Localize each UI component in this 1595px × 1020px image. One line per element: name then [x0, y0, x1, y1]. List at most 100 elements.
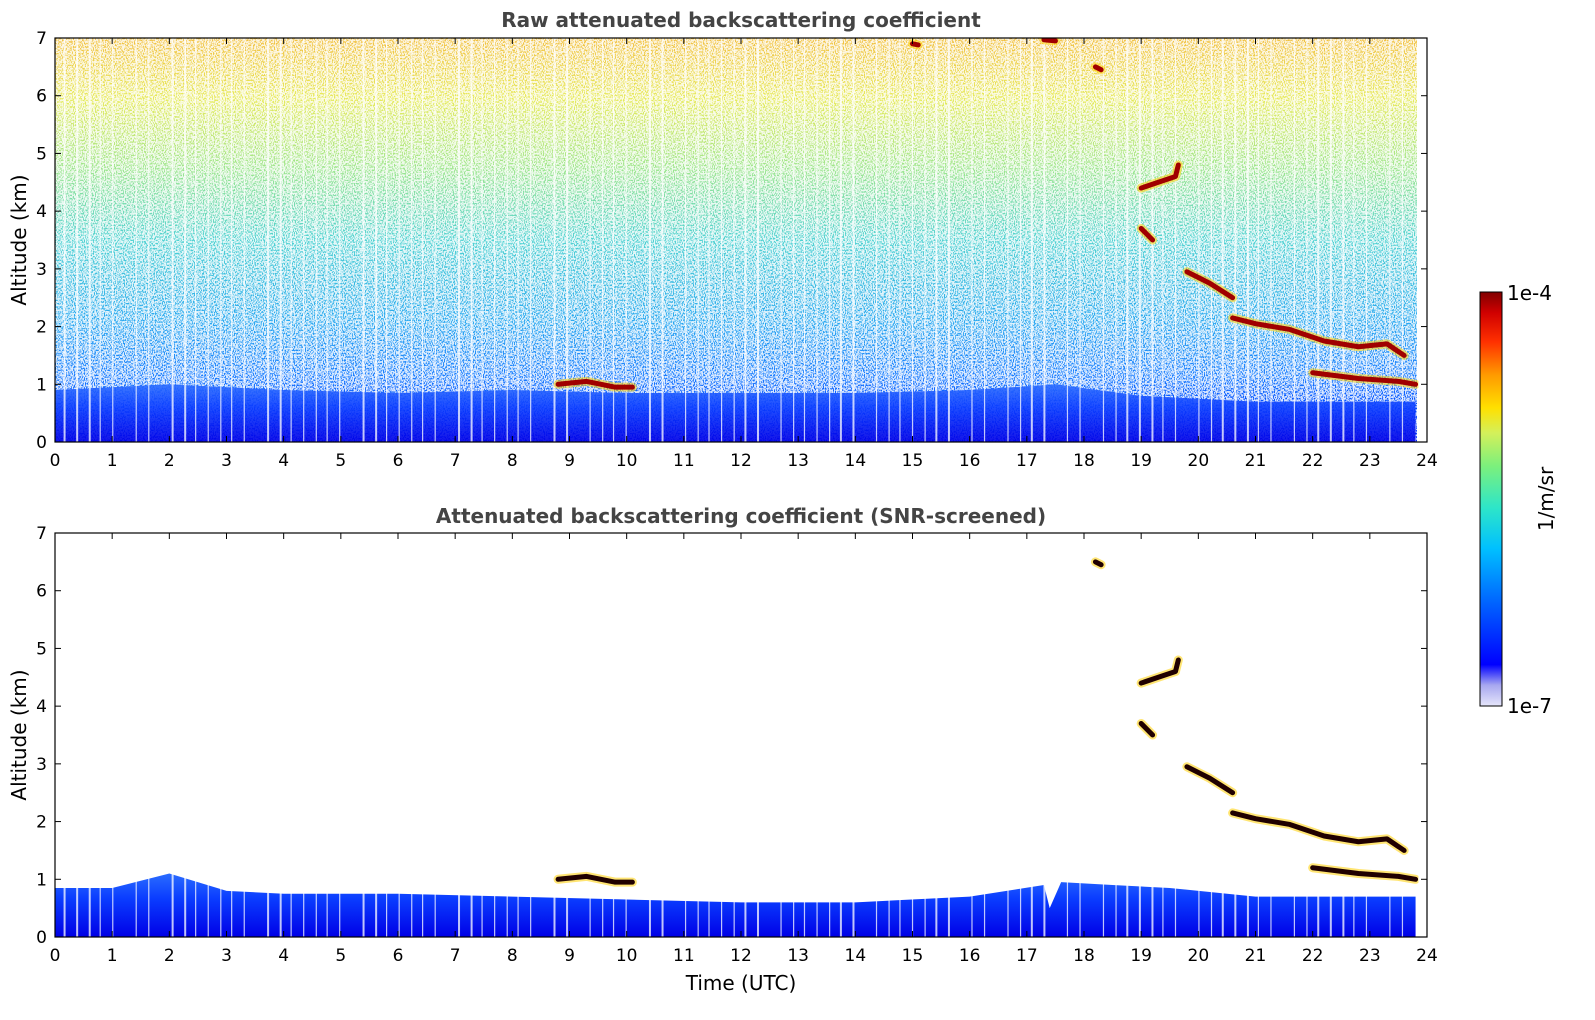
- data-gap-streak: [1019, 533, 1022, 937]
- x-axis: 0 1 2 3 4 5 6 7 8 9 10 11 12 13 14 15 16 17 18 19 20 21 22 23 24: [50, 38, 1438, 471]
- y-tick-label: 2: [36, 813, 47, 833]
- data-gap-streak: [625, 533, 627, 937]
- x-tick-label: 20: [1188, 451, 1210, 471]
- data-gap-streak: [434, 38, 436, 442]
- data-gap-streak: [315, 38, 317, 442]
- data-gap-streak: [506, 38, 508, 442]
- data-gap-streak: [1007, 533, 1009, 937]
- x-tick-label: 16: [959, 451, 981, 471]
- y-tick-label: 0: [36, 928, 47, 948]
- x-tick-label: 20: [1188, 946, 1210, 966]
- data-gap-streak: [803, 533, 806, 937]
- x-tick-label: 10: [616, 946, 638, 966]
- boundary-layer: [55, 384, 1416, 442]
- data-gap-streak: [220, 533, 222, 937]
- data-gap-streak: [1102, 38, 1105, 442]
- plot-area: [55, 38, 1427, 442]
- data-gap-streak: [1019, 38, 1022, 442]
- data-gap-streak: [589, 38, 591, 442]
- cloud-layer: [1230, 810, 1407, 853]
- data-gap-streak: [1246, 533, 1249, 937]
- data-gap-streak: [1234, 38, 1237, 442]
- data-gap-streak: [290, 533, 292, 937]
- data-gap-streak: [279, 38, 282, 442]
- x-tick-label: 1: [107, 946, 118, 966]
- chart-title: Raw attenuated backscattering coefficien…: [501, 8, 981, 32]
- data-gap-streak: [1317, 533, 1320, 937]
- snr-screened-panel: Attenuated backscattering coefficient (S…: [7, 504, 1438, 995]
- data-gap-streak: [243, 38, 245, 442]
- x-tick-label: 18: [1073, 946, 1095, 966]
- x-tick-label: 21: [1245, 946, 1267, 966]
- data-gap-streak: [207, 38, 209, 442]
- data-gap-streak: [135, 38, 137, 442]
- data-gap-streak: [947, 38, 950, 442]
- data-gap-streak: [935, 533, 938, 937]
- data-gap-streak: [375, 38, 378, 442]
- x-tick-label: 21: [1245, 451, 1267, 471]
- cloud-layer: [1138, 162, 1181, 191]
- data-gap-streak: [708, 38, 710, 442]
- data-gap-streak: [757, 533, 760, 937]
- data-gap-streak: [1353, 38, 1355, 442]
- data-gap-streak: [625, 38, 627, 442]
- x-tick-label: 7: [450, 451, 461, 471]
- x-tick-label: 24: [1416, 946, 1438, 966]
- noise-texture: [55, 38, 1417, 442]
- data-gap-streak: [803, 38, 806, 442]
- data-gap-streak: [517, 38, 519, 442]
- data-gap-streak: [1210, 38, 1213, 442]
- data-gap-streak: [1342, 38, 1345, 442]
- y-tick-label: 3: [36, 755, 47, 775]
- data-gap-streak: [231, 38, 233, 442]
- data-gap-streak: [1126, 533, 1129, 937]
- data-gap-streak: [1234, 533, 1237, 937]
- data-gap-streak: [385, 38, 388, 442]
- x-tick-label: 19: [1130, 946, 1152, 966]
- data-gap-streak: [315, 533, 317, 937]
- x-tick-label: 7: [450, 946, 461, 966]
- data-gap-streak: [506, 533, 508, 937]
- data-gap-streak: [470, 533, 473, 937]
- x-tick-label: 16: [959, 946, 981, 966]
- x-tick-label: 18: [1073, 451, 1095, 471]
- data-gap-streak: [744, 38, 747, 442]
- data-gap-streak: [422, 38, 424, 442]
- boundary-layer: [55, 873, 1416, 937]
- data-gap-streak: [112, 38, 114, 442]
- x-tick-label: 8: [507, 946, 518, 966]
- data-gap-streak: [733, 38, 735, 442]
- x-tick-label: 15: [902, 451, 924, 471]
- data-gap-streak: [279, 533, 282, 937]
- data-gap-streak: [1162, 38, 1164, 442]
- data-gap-streak: [566, 533, 569, 937]
- x-tick-label: 12: [730, 451, 752, 471]
- data-gap-streak: [76, 38, 79, 442]
- data-gap-streak: [1079, 38, 1081, 442]
- cloud-layer: [1138, 657, 1181, 686]
- cloud-layer: [1184, 269, 1236, 301]
- data-gap-streak: [411, 38, 413, 442]
- data-gap-streak: [697, 533, 699, 937]
- data-gap-streak: [362, 533, 365, 937]
- data-gap-streak: [326, 38, 328, 442]
- data-gap-streak: [888, 533, 890, 937]
- data-gap-streak: [1401, 533, 1404, 937]
- data-gap-streak: [875, 38, 878, 442]
- data-gap-streak: [458, 38, 461, 442]
- x-tick-label: 10: [616, 451, 638, 471]
- data-gap-streak: [303, 533, 305, 937]
- data-gap-streak: [1293, 533, 1296, 937]
- data-gap-streak: [1329, 533, 1332, 937]
- data-gap-streak: [517, 533, 519, 937]
- x-tick-label: 17: [1016, 946, 1038, 966]
- x-tick-label: 13: [787, 451, 809, 471]
- data-gap-streak: [530, 533, 532, 937]
- data-gap-streak: [720, 533, 723, 937]
- data-gap-streak: [589, 533, 591, 937]
- data-gap-streak: [612, 533, 615, 937]
- data-gap-streak: [829, 533, 831, 937]
- y-axis: 0 1 2 3 4 5 6 7: [36, 524, 1427, 948]
- data-gap-streak: [76, 533, 79, 937]
